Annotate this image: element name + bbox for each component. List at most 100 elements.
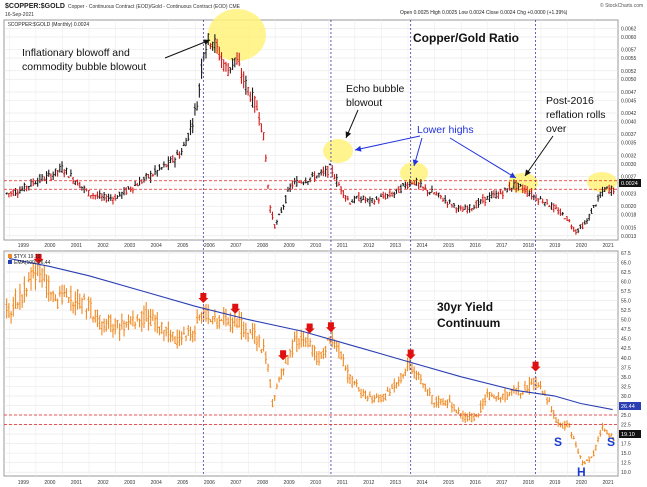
highlight-ellipse <box>208 9 266 61</box>
peak-arrow-marker <box>198 293 209 304</box>
annotation-s-left: S <box>554 435 562 449</box>
y-tick-label: 0.0042 <box>621 111 637 117</box>
x-tick-label: 2020 <box>576 243 587 249</box>
annotation-arrow-head <box>203 39 210 46</box>
x-tick-label: 2006 <box>204 243 215 249</box>
x-tick-label: 2001 <box>71 243 82 249</box>
x-tick-label: 2012 <box>363 243 374 249</box>
x-tick-label: 2007 <box>230 480 241 486</box>
lower-legend-tyx: $TYX 19.10 <box>14 254 41 260</box>
annotation-yield-title: 30yr Yield Continuum <box>437 300 500 330</box>
x-tick-label: 2016 <box>470 243 481 249</box>
peak-arrow-marker <box>325 322 336 333</box>
header-description: Copper - Continuous Contract (EOD)/Gold … <box>68 4 241 10</box>
y-tick-label: 0.0055 <box>621 56 637 62</box>
y-tick-label: 45.0 <box>621 337 631 343</box>
x-tick-label: 2005 <box>177 480 188 486</box>
legend-main: $COPPER:$GOLD (Monthly) 0.0024 <box>8 22 89 28</box>
peak-arrow-marker <box>33 253 44 264</box>
x-tick-label: 1999 <box>18 480 29 486</box>
x-tick-label: 2017 <box>496 480 507 486</box>
x-tick-label: 2010 <box>310 243 321 249</box>
y-tick-label: 12.5 <box>621 461 631 467</box>
y-tick-label: 50.0 <box>621 318 631 324</box>
y-tick-label: 10.0 <box>621 470 631 476</box>
header-symbol: $COPPER:$GOLD <box>5 3 65 10</box>
y-tick-label: 0.0047 <box>621 90 637 96</box>
y-tick-label: 0.0060 <box>621 35 637 41</box>
y-tick-label: 0.0020 <box>621 204 637 210</box>
y-tick-label: 0.0035 <box>621 141 637 147</box>
highlight-ellipse <box>323 139 353 163</box>
y-tick-label: 0.0023 <box>621 191 637 197</box>
top-panel-frame <box>3 19 619 241</box>
annotation-arrow-head <box>509 172 516 178</box>
y-tick-label: 0.0057 <box>621 48 637 54</box>
y-tick-label: 42.5 <box>621 346 631 352</box>
y-tick-label: 0.0037 <box>621 132 637 138</box>
x-tick-label: 2003 <box>124 480 135 486</box>
y-tick-label: 25.0 <box>621 413 631 419</box>
y-tick-label: 60.0 <box>621 280 631 286</box>
y-tick-label: 40.0 <box>621 356 631 362</box>
x-tick-label: 2005 <box>177 243 188 249</box>
y-tick-label: 32.5 <box>621 384 631 390</box>
x-tick-label: 2004 <box>151 243 162 249</box>
x-tick-label: 2019 <box>549 480 560 486</box>
y-tick-label: 0.0050 <box>621 77 637 83</box>
y-tick-label: 57.5 <box>621 289 631 295</box>
ema-line <box>9 258 613 411</box>
annotation-echo: Echo bubble blowout <box>346 83 407 109</box>
y-tick-label: 0.0018 <box>621 213 637 219</box>
x-tick-label: 2013 <box>390 243 401 249</box>
lower-legend-ema: EMA(100) 26.44 <box>14 260 51 266</box>
y-tick-label: 0.0015 <box>621 225 637 231</box>
x-tick-label: 2019 <box>549 243 560 249</box>
annotation-blowoff: Inflationary blowoff and commodity bubbl… <box>22 47 146 73</box>
y-tick-label: 0.0013 <box>621 234 637 240</box>
overlay <box>4 20 618 476</box>
y-tick-label: 62.5 <box>621 270 631 276</box>
ema-price-tag <box>619 402 641 410</box>
annotation-arrow-line <box>524 135 554 177</box>
annotation-s-right: S <box>607 435 615 449</box>
x-tick-label: 2002 <box>97 480 108 486</box>
y-tick-label: 22.5 <box>621 423 631 429</box>
y-tick-label: 0.0032 <box>621 153 637 159</box>
watermark: © StockCharts.com <box>600 2 643 9</box>
annotation-arrow-head <box>412 159 419 166</box>
x-tick-label: 2015 <box>443 243 454 249</box>
peak-arrow-marker <box>304 323 315 334</box>
y-tick-label: 17.5 <box>621 442 631 448</box>
x-tick-label: 2018 <box>523 480 534 486</box>
annotation-post2016: Post-2016 reflation rolls over <box>546 95 608 135</box>
y-tick-label: 0.0045 <box>621 98 637 104</box>
y-tick-label: 55.0 <box>621 299 631 305</box>
x-tick-label: 2018 <box>523 243 534 249</box>
x-tick-label: 2014 <box>416 480 427 486</box>
top-grid: 0.00130.00150.00180.00200.00230.00250.00… <box>4 20 637 249</box>
y-tick-label: 47.5 <box>621 327 631 333</box>
annotation-ratio-title: Copper/Gold Ratio <box>413 31 519 45</box>
header-date: 16-Sep-2021 <box>5 12 34 18</box>
x-tick-label: 2011 <box>337 243 348 249</box>
annotation-arrow-head <box>355 145 362 152</box>
annotation-arrow-line <box>164 39 211 59</box>
peak-arrow-marker <box>405 349 416 360</box>
peak-arrow-marker <box>530 361 541 372</box>
x-tick-label: 2000 <box>44 243 55 249</box>
y-tick-label: 0.0040 <box>621 120 637 126</box>
y-tick-label: 0.0027 <box>621 175 637 181</box>
bottom-panel-frame <box>3 250 619 477</box>
x-tick-label: 2009 <box>284 480 295 486</box>
y-tick-label: 15.0 <box>621 451 631 457</box>
peak-arrow-marker <box>230 303 241 314</box>
x-tick-label: 2014 <box>416 243 427 249</box>
x-tick-label: 2021 <box>603 243 614 249</box>
ratio-price-tag-text: 0.0024 <box>621 181 638 187</box>
y-tick-label: 65.0 <box>621 260 631 266</box>
lower-legend-swatch-tyx <box>8 254 12 258</box>
x-tick-label: 2006 <box>204 480 215 486</box>
annotation-arrow-line <box>449 137 517 179</box>
